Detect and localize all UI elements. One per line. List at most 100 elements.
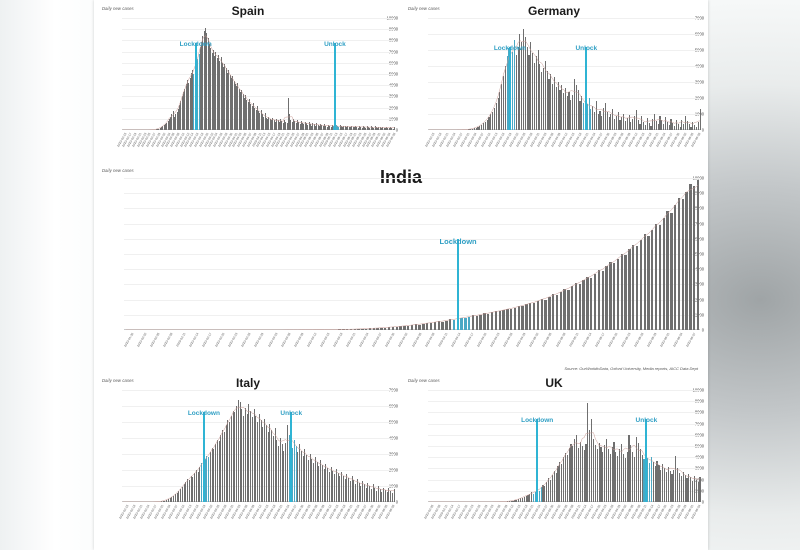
x-tick-label: 2020-05-23 [620, 332, 632, 348]
x-axis-italy: 2020-02-15 2020-02-18 2020-02-21 2020-02-24… [98, 376, 398, 546]
chart-title-india: India [379, 167, 422, 187]
x-tick-label: 2020-04-29 [515, 332, 527, 348]
y-axis-note-india: Daily new cases [102, 168, 134, 173]
gridline [428, 412, 701, 414]
x-tick-label: 2020-02-05 [148, 332, 161, 348]
x-tick-label: 2020-04-17 [462, 332, 475, 348]
chart-body-germany: Daily new cases Germany 7000 6000 5000 4000… [404, 4, 704, 162]
x-tick-label: 2020-05-26 [633, 332, 645, 348]
gridline [428, 401, 701, 403]
x-tick-label: 2020-02-11 [175, 332, 187, 348]
annotation-label-lockdown: Lockdown [187, 410, 220, 418]
annotation-marker-lockdown [508, 47, 511, 130]
chart-title-germany: Germany [527, 4, 581, 18]
x-tick-label: 2020-02-29 [253, 332, 265, 348]
x-tick-label: 2020-04-23 [489, 332, 501, 348]
plot-area-spain [122, 18, 395, 130]
figure-sheet: Daily new cases Spain 10000 9000 8000 7000 6… [94, 0, 708, 550]
x-tick-label: 2020-02-26 [240, 332, 252, 348]
x-tick-label: 2020-06-04 [672, 332, 684, 348]
annotation-label-unlock: Unlock [635, 417, 658, 425]
plot-area-uk [428, 390, 701, 502]
y-axis-note-uk: Daily new cases [408, 378, 440, 383]
x-tick-label: 2020-06-01 [659, 332, 671, 348]
x-tick-label: 2020-03-06 [279, 332, 292, 348]
x-tick-label: 2020-06-07 [685, 332, 697, 348]
annotation-label-unlock: Unlock [324, 40, 346, 48]
x-tick-label: 2020-01-30 [122, 332, 134, 348]
annotation-label-lockdown: Lockdown [179, 40, 212, 48]
x-tick-label: 2020-02-23 [227, 332, 239, 348]
plot-area-italy [122, 390, 395, 502]
x-tick-label: 2020-05-14 [580, 332, 593, 348]
x-axis-germany: 2020-02-15 2020-02-18 2020-02-21 2020-02-24… [404, 4, 704, 162]
y-axis-note-spain: Daily new cases [102, 6, 134, 11]
x-tick-label: 2020-05-20 [606, 332, 619, 348]
x-tick-label: 2020-04-02 [397, 332, 409, 348]
x-tick-label: 2020-04-20 [476, 332, 488, 348]
annotation-label-unlock: Unlock [575, 45, 598, 53]
y-tick-label: 0 [701, 327, 704, 333]
x-tick-label: 2020-03-30 [384, 332, 396, 348]
annotation-label-unlock: Unlock [280, 410, 303, 418]
x-tick-label: 2020-04-05 [410, 332, 422, 348]
x-tick-label: 2020-04-14 [449, 332, 462, 348]
gridline [428, 18, 701, 19]
x-tick-label: 2020-02-02 [135, 332, 148, 348]
chart-body-italy: Daily new cases Italy 7000 6000 5000 4000 30… [98, 376, 398, 546]
x-axis-uk: 2020-02-05 2020-02-08 2020-02-11 2020-02-14… [404, 376, 704, 546]
annotation-marker-unlock [333, 42, 336, 130]
source-note: Source: OurWorldinData, Oxford Universit… [564, 366, 698, 371]
x-tick-label: 2020-04-11 [436, 332, 449, 348]
annotation-marker-unlock [290, 412, 293, 502]
y-tick-label: 0 [395, 127, 398, 133]
annotation-marker-lockdown [194, 42, 197, 130]
chart-panel-italy: Daily new cases Italy 7000 6000 5000 4000 30… [98, 376, 398, 546]
annotation-marker-lockdown [202, 412, 205, 502]
y-axis-note-italy: Daily new cases [102, 378, 134, 383]
gridline [122, 390, 395, 391]
chart-panel-spain: Daily new cases Spain 10000 9000 8000 7000 6… [98, 4, 398, 162]
chart-body-uk: Daily new cases UK 10000 9000 8000 7000 6000… [404, 376, 704, 546]
x-tick-label: 2020-03-09 [292, 332, 305, 348]
annotation-label-lockdown: Lockdown [521, 417, 554, 425]
x-axis-spain: 2020-02-15 2020-02-17 2020-02-19 2020-02-21… [98, 4, 398, 162]
x-tick-label: 2020-02-08 [161, 332, 174, 348]
x-tick-label: 2020-05-08 [554, 332, 566, 348]
x-tick-label: 2020-02-20 [214, 332, 226, 348]
x-tick-label: 2020-04-08 [423, 332, 436, 348]
y-axis-note-germany: Daily new cases [408, 6, 440, 11]
chart-panel-uk: Daily new cases UK 10000 9000 8000 7000 6000… [404, 376, 704, 546]
annotation-marker-lockdown [536, 419, 539, 502]
x-tick-label: 2020-03-03 [266, 332, 278, 348]
y-tick-label: 0 [701, 127, 704, 133]
x-tick-label: 2020-05-29 [646, 332, 658, 348]
x-tick-label: 2020-02-17 [201, 332, 213, 348]
chart-body-india: Daily new cases India 10000 9000 8000 7000 6… [98, 166, 704, 372]
chart-body-spain: Daily new cases Spain 10000 9000 8000 7000 6… [98, 4, 398, 162]
annotation-label-lockdown: Lockdown [439, 236, 477, 246]
gridline [428, 390, 701, 391]
x-tick-label: 2020-03-18 [332, 332, 344, 348]
annotation-marker-unlock [645, 419, 648, 502]
annotation-label-lockdown: Lockdown [493, 45, 526, 53]
x-tick-label: 2020-03-27 [371, 332, 383, 348]
x-tick-label: 2020-05-11 [567, 332, 580, 348]
x-tick-label: 2020-05-05 [541, 332, 553, 348]
y-tick-label: 0 [701, 499, 704, 505]
gridline [124, 178, 700, 179]
x-tick-label: 2020-03-12 [305, 332, 318, 348]
x-tick-label: 2020-04-26 [502, 332, 514, 348]
x-tick-label: 2020-05-17 [593, 332, 606, 348]
chart-title-uk: UK [545, 376, 563, 390]
gridline [428, 423, 701, 425]
y-tick-label: 0 [395, 499, 398, 505]
chart-panel-germany: Daily new cases Germany 7000 6000 5000 4000… [404, 4, 704, 162]
annotation-marker-lockdown [457, 238, 460, 330]
x-tick-label: 2020-05-02 [528, 332, 540, 348]
x-tick-label: 2020-03-24 [358, 332, 370, 348]
annotation-marker-unlock [585, 47, 588, 130]
gridline [122, 406, 395, 407]
x-axis-india: 2020-01-30 2020-02-02 2020-02-05 2020-02-08… [98, 166, 704, 372]
